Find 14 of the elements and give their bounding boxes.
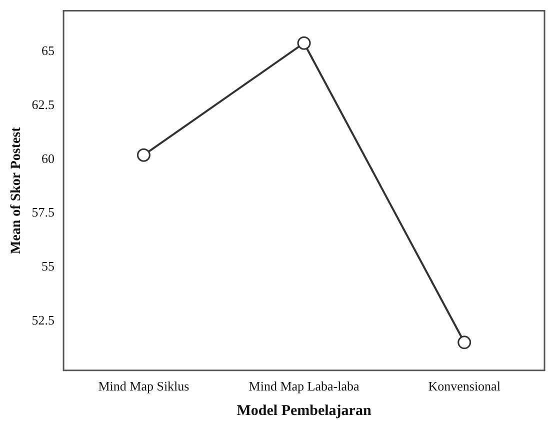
y-axis-title: Mean of Skor Postest [9,126,24,254]
x-axis-title: Model Pembelajaran [236,402,372,419]
y-tick-label: 62.5 [32,96,55,112]
y-tick-label: 57.5 [32,204,55,220]
y-tick-label: 65 [42,43,55,58]
point [136,148,150,162]
y-tick-label: 52.5 [32,312,55,328]
x-tick-label: Konvensional [428,378,501,394]
point [297,36,311,50]
x-tick-label: Mind Map Siklus [98,378,190,394]
x-tick-label: Mind Map Laba-laba [248,378,360,394]
y-tick-label: 55 [42,258,55,274]
y-tick-label: 60 [42,150,55,166]
point [458,336,472,350]
